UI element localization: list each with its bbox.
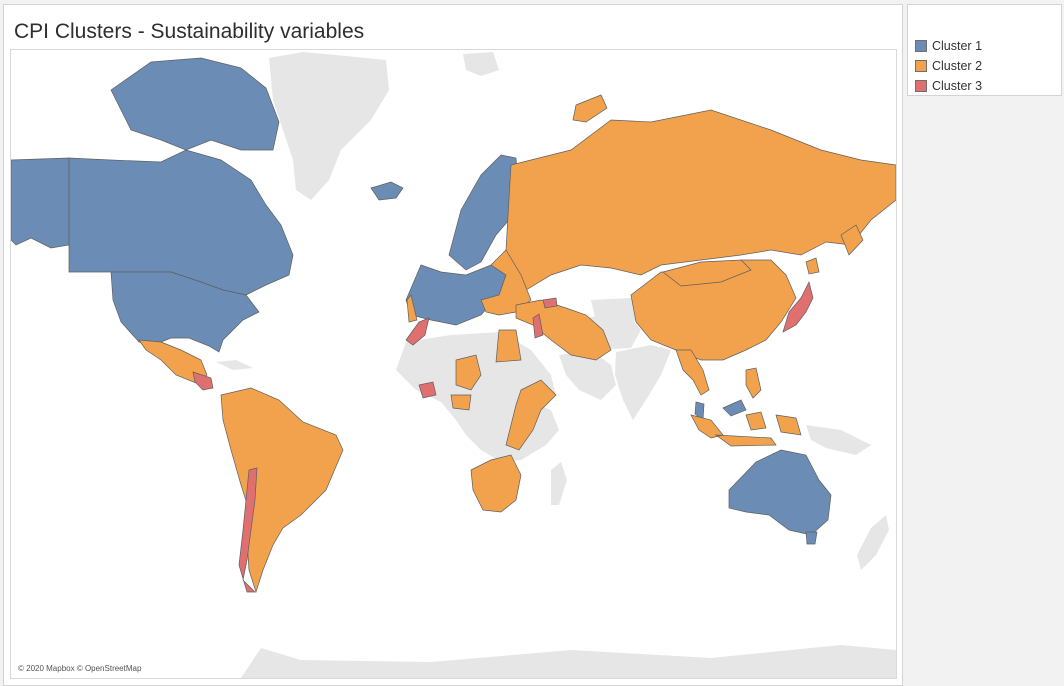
india-land <box>615 345 671 420</box>
iceland-region <box>370 181 404 201</box>
svalbard-land <box>463 52 499 76</box>
malaysia-region <box>694 399 747 421</box>
mongolia-region <box>662 259 752 287</box>
legend-item-cluster-2[interactable]: Cluster 2 <box>915 58 982 74</box>
arabia-land <box>559 350 616 400</box>
western-europe-region <box>405 264 507 326</box>
legend-label-cluster-3: Cluster 3 <box>932 79 983 93</box>
legend-label-cluster-2: Cluster 2 <box>932 59 983 73</box>
kamchatka-region <box>840 224 864 256</box>
antarctica-land <box>241 645 896 678</box>
ghana-region <box>418 381 437 399</box>
australia-region <box>728 449 832 536</box>
east-africa-region <box>505 379 557 451</box>
central-america-region <box>192 371 214 391</box>
alaska-region <box>11 157 70 249</box>
color-legend: Cluster 1 Cluster 2 Cluster 3 <box>907 4 1062 96</box>
cluster-3-layer[interactable] <box>192 280 814 593</box>
chile-region <box>238 467 258 593</box>
legend-swatch-cluster-2 <box>915 60 927 72</box>
map-attribution: © 2020 Mapbox © OpenStreetMap <box>18 664 142 673</box>
viz-title: CPI Clusters - Sustainability variables <box>14 20 365 43</box>
west-africa-region <box>450 354 482 411</box>
new-guinea-land <box>806 425 871 455</box>
southern-africa-region <box>470 454 522 513</box>
arctic-islands-region <box>110 57 280 151</box>
new-zealand-land <box>857 515 889 570</box>
usa-region <box>110 271 260 353</box>
philippines-region <box>745 367 762 399</box>
eastern-europe-region <box>480 249 532 316</box>
southeast-asia-region <box>675 349 710 396</box>
legend-swatch-cluster-3 <box>915 80 927 92</box>
tasmania-region <box>805 531 818 545</box>
egypt-region <box>495 329 522 363</box>
cluster-1-layer[interactable] <box>11 57 832 545</box>
cuba-land <box>216 360 253 370</box>
world-map[interactable] <box>11 50 896 678</box>
morocco-region <box>405 317 430 346</box>
legend-item-cluster-3[interactable]: Cluster 3 <box>915 78 982 94</box>
novaya-zemlya-region <box>572 94 608 123</box>
legend-item-cluster-1[interactable]: Cluster 1 <box>915 38 982 54</box>
central-africa-land <box>441 402 559 462</box>
south-america-region <box>220 387 344 594</box>
legend-label-cluster-1: Cluster 1 <box>932 39 983 53</box>
map-view[interactable]: © 2020 Mapbox © OpenStreetMap <box>10 49 897 679</box>
central-asia-land <box>591 298 636 330</box>
israel-region <box>532 313 544 339</box>
middle-east-region <box>515 299 612 361</box>
greenland-land <box>269 52 389 200</box>
japan-north-island-region <box>805 257 820 275</box>
legend-swatch-cluster-1 <box>915 40 927 52</box>
dashboard-panel: CPI Clusters - Sustainability variables <box>3 4 903 686</box>
indonesia-region <box>690 411 802 447</box>
japan-region <box>782 280 814 333</box>
cluster-2-layer[interactable] <box>138 94 896 594</box>
georgia-region <box>542 297 558 309</box>
iberia-region <box>406 294 418 323</box>
canada-region <box>68 149 294 296</box>
madagascar-land <box>551 462 567 505</box>
